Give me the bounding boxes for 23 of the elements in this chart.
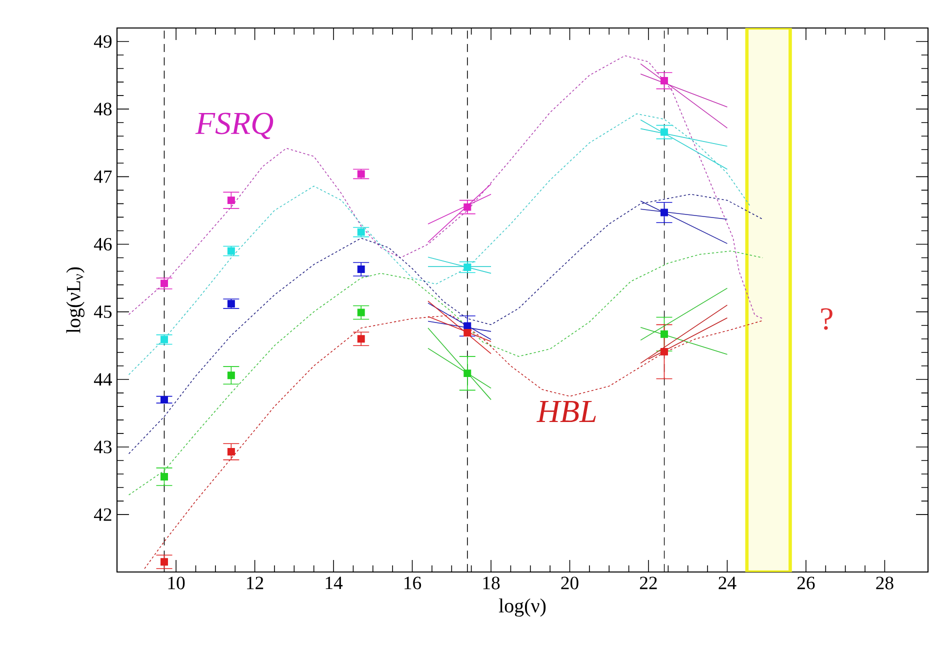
y-tick-label: 45 bbox=[94, 306, 112, 318]
x-tick-label: 10 bbox=[168, 576, 185, 590]
y-tick-label: 47 bbox=[94, 170, 112, 183]
annotation: HBL bbox=[536, 400, 596, 422]
x-tick-label: 12 bbox=[247, 576, 264, 590]
y-axis-title: log(νL$_{ν}$) bbox=[66, 267, 84, 334]
y-tick-label: 49 bbox=[94, 35, 112, 48]
y-tick-label: 48 bbox=[94, 102, 112, 116]
x-tick-label: 22 bbox=[640, 576, 657, 590]
y-tick-label: 43 bbox=[94, 440, 112, 454]
y-tick-label: 44 bbox=[94, 373, 112, 386]
y-tick-label: 46 bbox=[94, 238, 112, 251]
x-tick-label: 14 bbox=[326, 576, 343, 590]
x-tick-label: 28 bbox=[876, 576, 894, 590]
y-tick-label: 42 bbox=[94, 508, 112, 521]
x-tick-label: 16 bbox=[404, 576, 422, 590]
x-tick-label: 24 bbox=[718, 576, 736, 590]
annotation: ? bbox=[821, 308, 832, 330]
x-tick-label: 18 bbox=[483, 576, 500, 590]
annotation: FSRQ bbox=[195, 112, 274, 140]
x-axis-title: log(ν) bbox=[498, 598, 546, 617]
x-tick-label: 20 bbox=[561, 576, 578, 590]
x-tick-label: 26 bbox=[797, 576, 815, 590]
